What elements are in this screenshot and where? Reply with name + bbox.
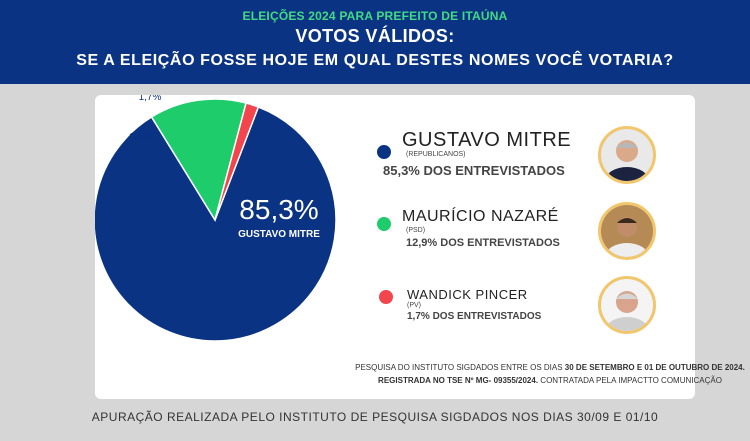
legend-name: WANDICK PINCER xyxy=(407,287,528,302)
legend-percent: 12,9% DOS ENTREVISTADOS xyxy=(406,237,560,249)
survey-note-line-2: REGISTRADA NO TSE Nº MG- 09355/2024. CON… xyxy=(335,376,750,385)
pie-chart: 1,7% 12,9% 85,3% GUSTAVO MITRE xyxy=(95,95,337,342)
footer-note: APURAÇÃO REALIZADA PELO INSTITUTO DE PES… xyxy=(91,410,659,424)
legend-percent: 1,7% DOS ENTREVISTADOS xyxy=(407,311,542,322)
legend-dot-red xyxy=(379,290,393,304)
question-subtitle: SE A ELEIÇÃO FOSSE HOJE EM QUAL DESTES N… xyxy=(76,52,674,69)
note-text: PESQUISA DO INSTITUTO SIGDADOS ENTRE OS … xyxy=(355,363,565,372)
legend-party: (REPUBLICANOS) xyxy=(406,151,466,158)
note-dates: 30 DE SETEMBRO E 01 DE OUTUBRO DE 2024. xyxy=(564,363,745,372)
survey-note-line-1: PESQUISA DO INSTITUTO SIGDADOS ENTRE OS … xyxy=(335,363,750,372)
note-registration: REGISTRADA NO TSE Nº MG- 09355/2024. xyxy=(378,376,539,385)
legend-name: MAURÍCIO NAZARÉ xyxy=(402,208,559,225)
header-banner: ELEIÇÕES 2024 PARA PREFEITO DE ITAÚNA VO… xyxy=(0,0,750,84)
candidate-photo-portrait-icon xyxy=(598,276,656,334)
slice-label-mauricio-nazare: 12,9% xyxy=(129,132,157,143)
legend-dot-green xyxy=(377,217,391,231)
legend-dot-blue xyxy=(377,145,391,159)
slice-label-wandick-pincer: 1,7% xyxy=(139,95,162,103)
candidate-photo-portrait-icon xyxy=(598,202,656,260)
note-text: CONTRATADA PELA IMPACTTO COMUNICAÇÃO xyxy=(538,376,722,385)
page-title: VOTOS VÁLIDOS: xyxy=(295,26,455,46)
legend-party: (PSD) xyxy=(406,227,426,234)
results-card: 1,7% 12,9% 85,3% GUSTAVO MITRE GUSTAVO MITR… xyxy=(95,95,745,399)
pie-slice-wandick-pincer xyxy=(214,102,260,221)
legend-name: GUSTAVO MITRE xyxy=(402,129,572,151)
legend-party: (PV) xyxy=(407,302,421,309)
pie-slice-gustavo-mitre xyxy=(95,106,337,342)
main-slice-percent: 85,3% xyxy=(239,194,318,225)
main-slice-name: GUSTAVO MITRE xyxy=(238,229,320,240)
legend-percent: 85,3% DOS ENTREVISTADOS xyxy=(383,163,565,178)
eyebrow-title: ELEIÇÕES 2024 PARA PREFEITO DE ITAÚNA xyxy=(242,9,508,23)
candidate-photo-portrait-icon xyxy=(598,126,656,184)
